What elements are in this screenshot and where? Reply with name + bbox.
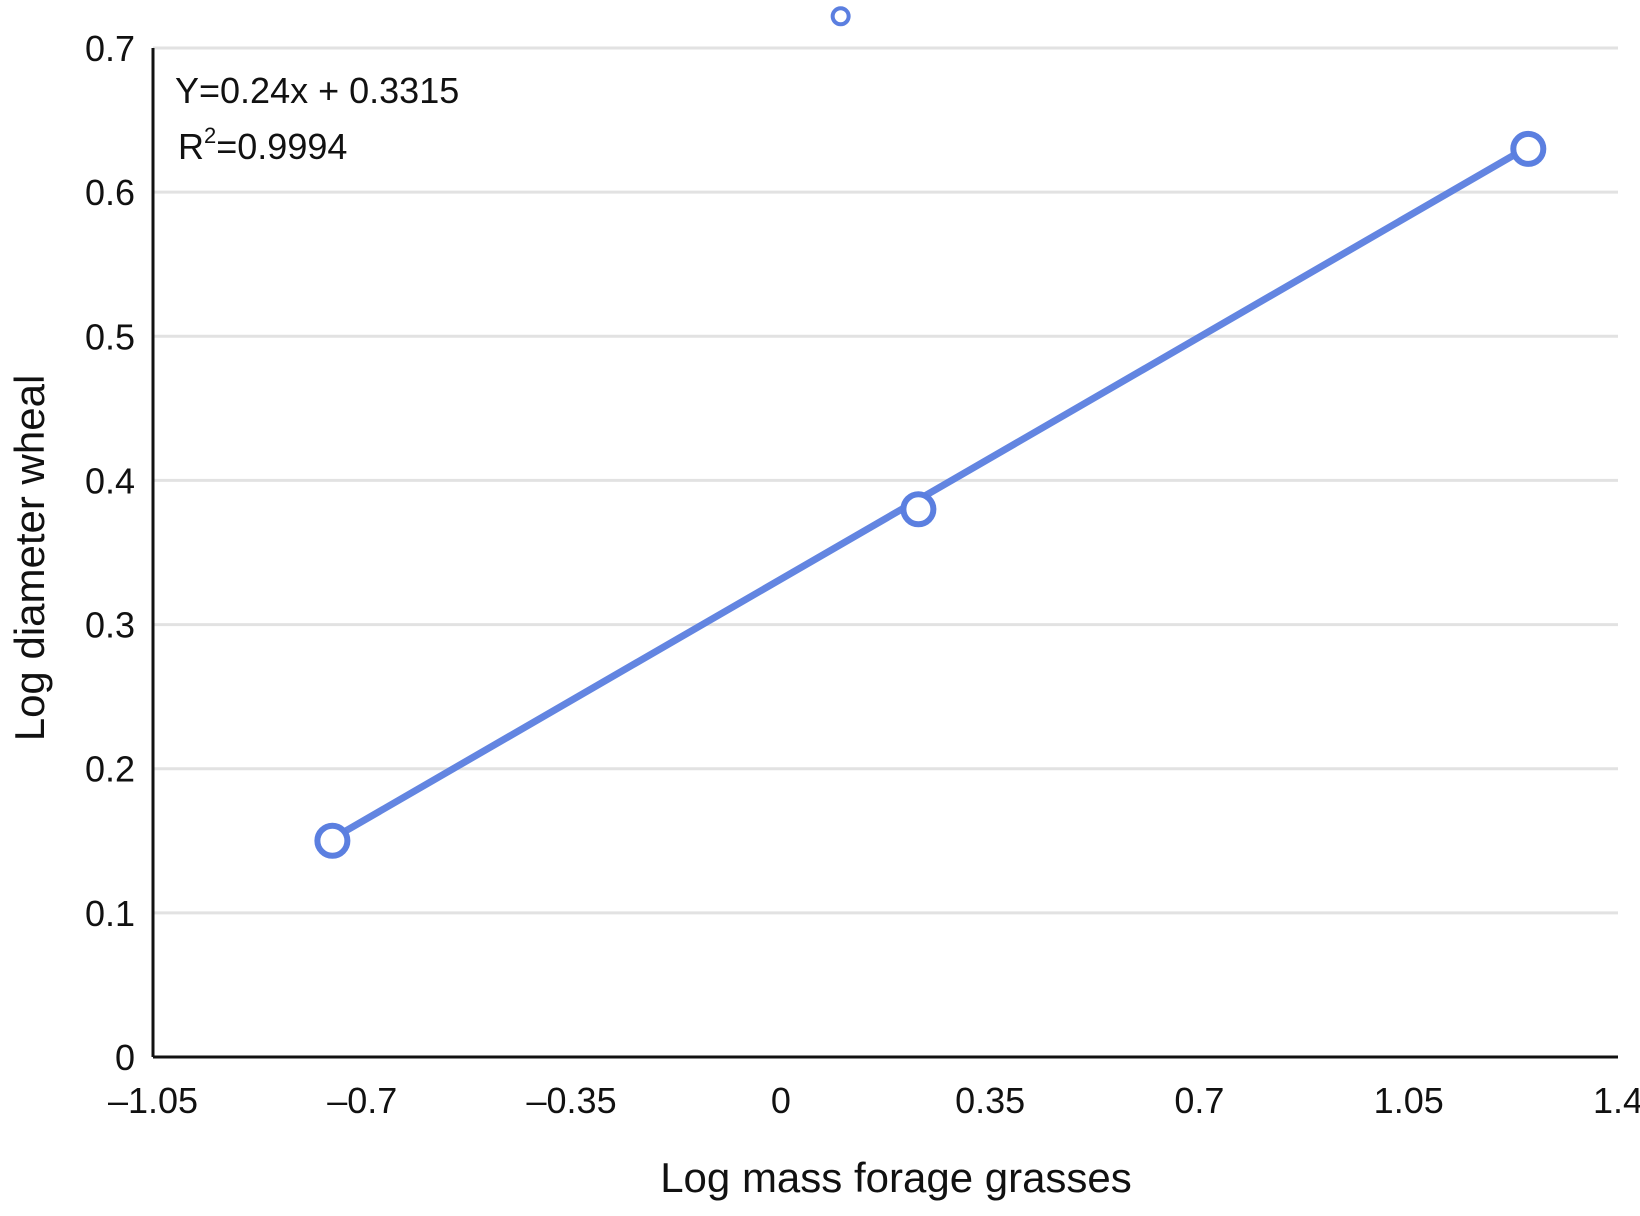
y-tick-label: 0.7 [85,28,135,69]
tick-labels: 0 0.1 0.2 0.3 0.4 0.5 0.6 0.7 –1.05 –0.7 –0.35 0 0.3… [85,28,1640,1121]
y-tick-label: 0.5 [85,316,135,357]
x-tick-label: 0 [771,1080,791,1121]
r-squared-prefix: R [178,126,204,167]
trendline [328,143,1532,843]
y-tick-label: 0.4 [85,460,135,501]
axes [151,48,1618,1059]
legend-marker [830,6,851,27]
data-point [900,491,937,528]
r-squared-label: R2=0.9994 [178,123,347,167]
x-tick-label: –0.35 [527,1080,617,1121]
y-tick-label: 0.6 [85,172,135,213]
data-point [1510,130,1547,167]
x-axis-title: Log mass forage grasses [660,1154,1132,1201]
x-tick-label: 0.35 [955,1080,1025,1121]
y-tick-label: 0.1 [85,893,135,934]
y-tick-label: 0 [115,1037,135,1078]
y-axis-title: Log diameter wheal [6,375,53,742]
r-squared-superscript: 2 [204,123,216,148]
equation-label: Y=0.24x + 0.3315 [175,70,459,111]
x-tick-label: 0.7 [1174,1080,1224,1121]
y-tick-label: 0.2 [85,749,135,790]
x-tick-label: –1.05 [108,1080,198,1121]
x-tick-label: 1.05 [1374,1080,1444,1121]
data-points [314,6,1547,859]
r-squared-value: =0.9994 [216,126,347,167]
x-tick-label: –0.7 [327,1080,397,1121]
gridlines [153,46,1618,915]
data-point [314,822,351,859]
y-tick-label: 0.3 [85,605,135,646]
x-tick-label: 1.4 [1593,1080,1640,1121]
trendline-group [328,143,1532,843]
